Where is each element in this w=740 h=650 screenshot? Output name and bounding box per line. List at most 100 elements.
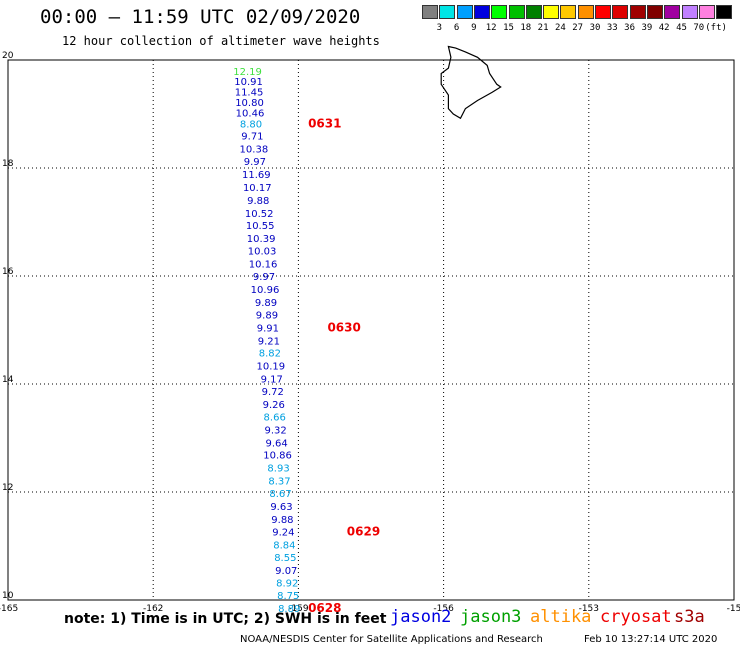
footer-credit: NOAA/NESDIS Center for Satellite Applica… <box>240 634 543 645</box>
swh-value: 8.55 <box>274 553 296 564</box>
colorbar-label: 18 <box>520 23 532 33</box>
swh-value: 10.52 <box>245 209 274 220</box>
x-tick-label: -162 <box>143 604 163 614</box>
swh-value: 8.84 <box>273 540 295 551</box>
colorbar-label: 24 <box>554 23 566 33</box>
swh-value: 8.67 <box>269 489 291 500</box>
x-tick-label: -156 <box>433 604 454 614</box>
swh-value: 9.97 <box>244 157 266 168</box>
swh-value: 10.96 <box>251 285 280 296</box>
swh-value: 10.91 <box>234 77 263 88</box>
swh-value: 9.91 <box>257 323 279 334</box>
colorbar-swatch <box>629 5 646 19</box>
legend-altika: altika <box>530 607 592 627</box>
y-tick-label: 18 <box>2 159 14 169</box>
swh-value: 9.07 <box>275 566 297 577</box>
swh-value: 9.17 <box>261 375 283 386</box>
colorbar-swatch <box>681 5 698 19</box>
colorbar-label: 27 <box>572 23 584 33</box>
note-text: note: 1) Time is in UTC; 2) SWH is in fe… <box>64 611 387 627</box>
colorbar-swatch <box>577 5 594 19</box>
colorbar-label: 45 <box>676 23 687 33</box>
swh-value: 11.69 <box>242 170 271 181</box>
colorbar-label: (ft) <box>705 23 727 33</box>
y-tick-label: 20 <box>2 51 14 61</box>
swh-value: 8.75 <box>277 591 299 602</box>
colorbar-swatch <box>456 5 473 19</box>
colorbar-swatch <box>664 5 681 19</box>
colorbar-swatch <box>612 5 629 19</box>
swh-value: 9.26 <box>263 400 285 411</box>
swh-value: 10.86 <box>263 451 292 462</box>
colorbar-swatch <box>560 5 577 19</box>
colorbar-swatch <box>525 5 542 19</box>
colorbar-label: 9 <box>471 23 477 33</box>
x-tick-label: -15 <box>727 604 740 614</box>
legend-cryosat: cryosat <box>600 607 672 627</box>
pass-label: 0630 <box>327 320 360 334</box>
swh-value: 10.46 <box>236 108 265 119</box>
x-tick-label: -153 <box>579 604 599 614</box>
swh-value: 9.24 <box>272 527 294 538</box>
legend-jason3: jason3 <box>460 607 522 627</box>
swh-value: 9.32 <box>265 425 287 436</box>
swh-value: 8.37 <box>268 477 290 488</box>
swh-value: 10.19 <box>256 362 285 373</box>
swh-value: 9.21 <box>258 336 280 347</box>
swh-value: 8.66 <box>264 412 286 423</box>
swh-value: 8.93 <box>267 464 289 475</box>
swh-value: 9.88 <box>271 515 293 526</box>
swh-value: 8.80 <box>240 120 262 131</box>
colorbar-swatch <box>422 5 438 19</box>
colorbar-label: 30 <box>589 23 601 33</box>
legend-s3a: s3a <box>674 607 705 627</box>
colorbar-label: 6 <box>453 23 460 33</box>
pass-label: 0629 <box>347 524 380 538</box>
colorbar-label: 15 <box>503 23 514 33</box>
swh-value: 9.89 <box>255 298 277 309</box>
pass-label: 0628 <box>308 601 341 615</box>
colorbar-swatch <box>491 5 508 19</box>
swh-value: 9.63 <box>270 502 292 513</box>
colorbar-label: 33 <box>606 23 618 33</box>
colorbar-swatch <box>543 5 560 19</box>
colorbar-swatch <box>439 5 456 19</box>
swh-value: 12.19 <box>233 67 262 78</box>
swh-value: 10.55 <box>246 221 275 232</box>
swh-value: 10.16 <box>249 260 278 271</box>
swh-value: 8.82 <box>259 349 281 360</box>
swh-value: 10.39 <box>247 234 276 245</box>
footer-timestamp: Feb 10 13:27:14 UTC 2020 <box>584 634 718 645</box>
chart-title: 00:00 – 11:59 UTC 02/09/2020 <box>40 6 361 28</box>
y-tick-label: 12 <box>2 483 13 493</box>
swh-value: 11.45 <box>235 87 264 98</box>
colorbar-label: 3 <box>436 23 442 33</box>
colorbar-swatch <box>646 5 663 19</box>
legend-jason2: jason2 <box>390 607 452 627</box>
swh-value: 9.64 <box>265 438 287 449</box>
colorbar-swatch <box>698 5 715 19</box>
colorbar-label: 36 <box>624 23 636 33</box>
swh-value: 10.03 <box>248 247 277 258</box>
colorbar-label: 42 <box>658 23 670 33</box>
y-tick-label: 14 <box>2 375 14 385</box>
swh-value: 8.92 <box>276 579 298 590</box>
colorbar-swatch <box>716 5 733 19</box>
colorbar-label: 39 <box>641 23 653 33</box>
swh-value: 8.89 <box>278 604 300 615</box>
colorbar-label: 70 <box>693 23 705 33</box>
swh-value: 9.88 <box>247 196 269 207</box>
colorbar-label: 12 <box>485 23 497 33</box>
colorbar-swatch <box>473 5 490 19</box>
colorbar-swatch <box>595 5 611 19</box>
swh-value: 9.71 <box>241 132 263 143</box>
map-frame <box>7 59 735 601</box>
swh-value: 9.89 <box>256 310 278 321</box>
swh-value: 10.80 <box>235 98 264 109</box>
swh-value: 10.17 <box>243 183 272 194</box>
pass-label: 0631 <box>308 117 341 131</box>
colorbar-label: 21 <box>537 23 549 33</box>
chart-subtitle: 12 hour collection of altimeter wave hei… <box>62 34 380 48</box>
swh-value: 9.97 <box>253 272 275 283</box>
